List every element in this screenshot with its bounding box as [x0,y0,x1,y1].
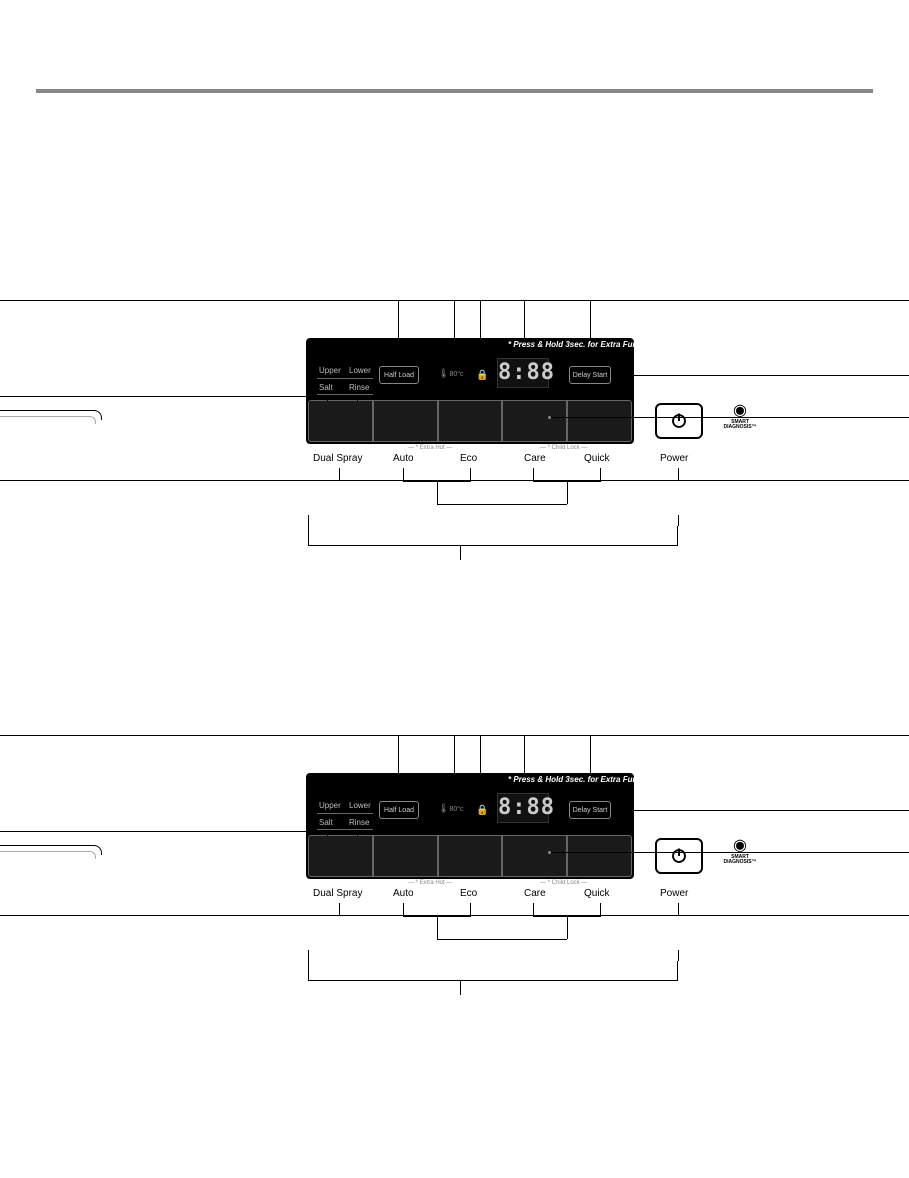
callout-line [357,831,358,836]
callout-line [614,375,909,376]
callout-line [357,396,358,401]
care-button[interactable] [502,835,567,877]
temp-80-icon: 🌡80°c [438,368,464,379]
eco-label: Eco [460,888,477,899]
quick-button[interactable] [567,835,632,877]
salt-indicator-label: Salt [319,383,333,392]
child-lock-annotation: — * Child Lock — [540,880,587,886]
upper-indicator-label: Upper [319,366,341,375]
program-button-row [308,835,632,877]
auto-label: Auto [393,453,414,464]
callout-line [0,831,327,832]
extra-function-hint: * Press & Hold 3sec. for Extra Function [508,340,656,349]
door-edge-graphic [0,845,110,915]
extra-function-hint: * Press & Hold 3sec. for Extra Function [508,775,656,784]
quick-button[interactable] [567,400,632,442]
rinse-indicator-label: Rinse [349,818,369,827]
delay-start-button[interactable]: Delay Start [569,366,611,384]
power-label: Power [660,453,688,464]
quick-label: Quick [584,453,610,464]
callout-line [327,396,357,397]
callout-line [567,917,568,939]
callout-line [678,515,679,526]
callout-line [460,981,461,995]
lock-icon: 🔒 [476,805,488,816]
indicator-divider [317,378,373,379]
extra-hot-annotation: — * Extra Hot — [408,445,452,451]
callout-line [437,504,567,505]
callout-line [327,831,357,832]
quick-label: Quick [584,888,610,899]
segment-display: 8:88 [497,358,549,388]
half-load-button[interactable]: Half Load [379,366,419,384]
salt-indicator-label: Salt [319,818,333,827]
lower-indicator-label: Lower [349,366,371,375]
bracket-care-quick [533,468,601,482]
callout-line [678,903,679,915]
callout-line [460,546,461,560]
dual-spray-label: Dual Spray [313,888,362,899]
upper-indicator-label: Upper [319,801,341,810]
callout-line [308,950,309,961]
child-lock-annotation: — * Child Lock — [540,445,587,451]
callout-line [614,810,909,811]
care-label: Care [524,888,546,899]
program-button-row [308,400,632,442]
care-label: Care [524,453,546,464]
power-icon [670,847,688,865]
bracket-programs [308,526,678,546]
eco-button[interactable] [438,835,503,877]
power-icon [670,412,688,430]
callout-line [437,917,438,939]
eco-label: Eco [460,453,477,464]
door-edge-graphic [0,410,110,480]
callout-line [567,482,568,504]
auto-button[interactable] [373,400,438,442]
eco-button[interactable] [438,400,503,442]
dual-spray-label: Dual Spray [313,453,362,464]
auto-button[interactable] [373,835,438,877]
rinse-indicator-label: Rinse [349,383,369,392]
callout-line [678,950,679,961]
power-button[interactable] [655,403,703,439]
callout-line [339,903,340,915]
bracket-care-quick [533,903,601,917]
callout-line [437,482,438,504]
power-button[interactable] [655,838,703,874]
power-label: Power [660,888,688,899]
smart-diagnosis-icon: ◉ SMART DIAGNOSIS™ [720,400,760,430]
delay-start-button[interactable]: Delay Start [569,801,611,819]
indicator-divider [317,813,373,814]
callout-line [0,396,327,397]
bracket-programs [308,961,678,981]
bracket-auto-eco [403,468,471,482]
callout-line [339,468,340,480]
indicator-divider [317,394,373,395]
auto-label: Auto [393,888,414,899]
half-load-button[interactable]: Half Load [379,801,419,819]
lock-icon: 🔒 [476,370,488,381]
extra-hot-annotation: — * Extra Hot — [408,880,452,886]
lower-indicator-label: Lower [349,801,371,810]
dual-spray-button[interactable] [308,400,373,442]
care-button[interactable] [502,400,567,442]
dual-spray-button[interactable] [308,835,373,877]
indicator-divider [317,829,373,830]
segment-display: 8:88 [497,793,549,823]
callout-line [437,939,567,940]
temp-80-icon: 🌡80°c [438,803,464,814]
page-divider [36,89,873,93]
bracket-auto-eco [403,903,471,917]
smart-diagnosis-icon: ◉ SMART DIAGNOSIS™ [720,835,760,865]
callout-line [678,468,679,480]
callout-line [308,515,309,526]
